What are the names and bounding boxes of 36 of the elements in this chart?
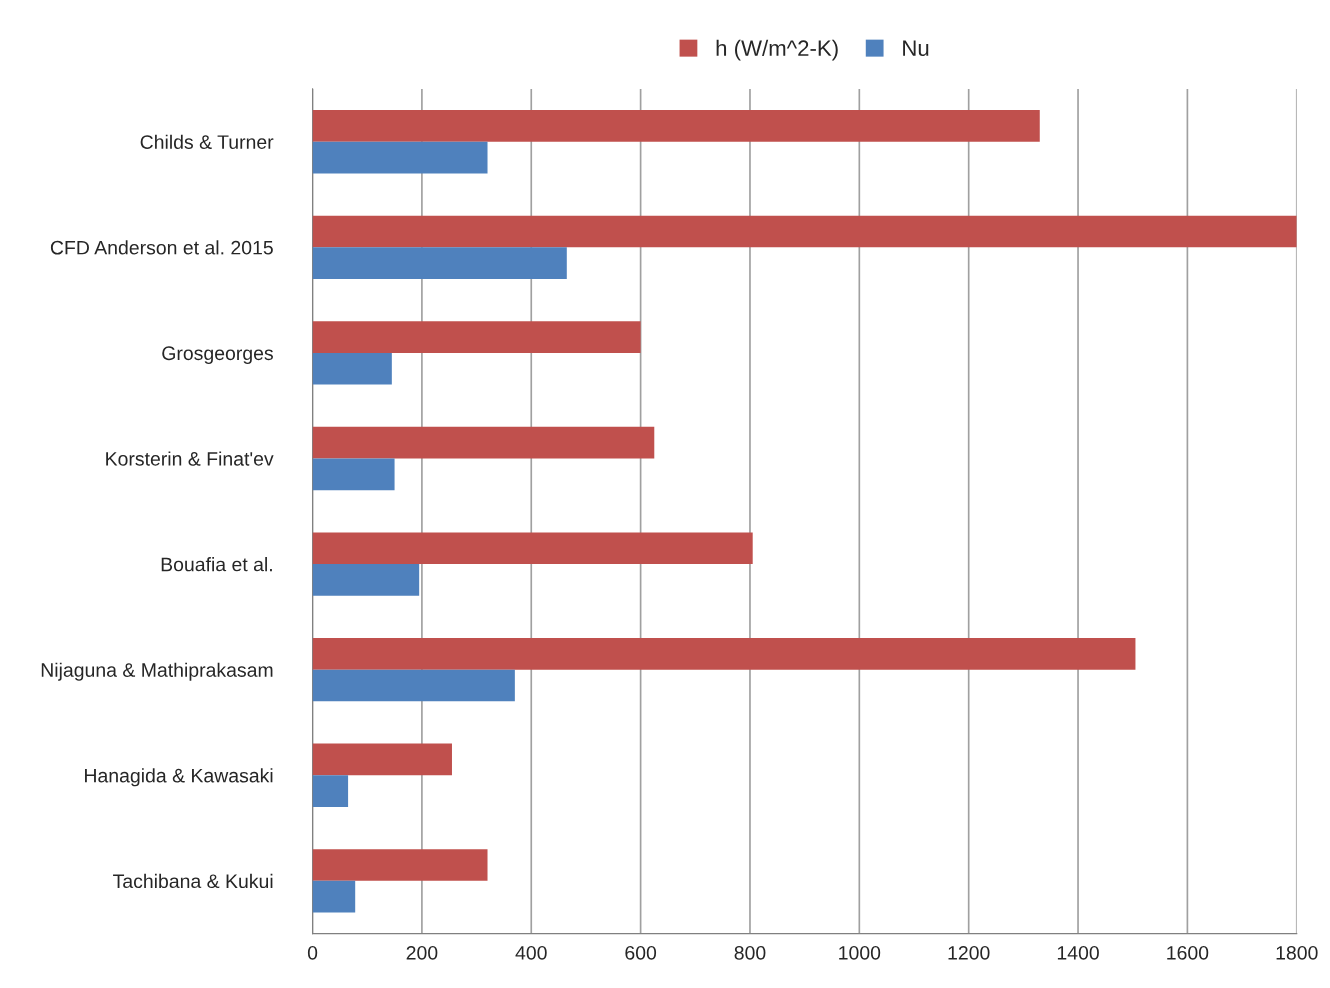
x-tick-label: 800 — [734, 945, 766, 960]
y-tick-label: Tachibana & Kukui — [113, 873, 273, 889]
bar — [312, 215, 1297, 248]
bar — [312, 110, 1040, 142]
x-tick-label: 0 — [307, 945, 318, 960]
y-tick-label: Grosgeorges — [162, 346, 273, 364]
x-tick-label: 600 — [625, 945, 657, 960]
bar — [312, 743, 452, 776]
bar — [312, 564, 420, 596]
legend-label: Nu — [903, 40, 929, 57]
bar — [312, 638, 1136, 670]
x-tick-label: 1400 — [1057, 945, 1099, 960]
x-tick-label: 1800 — [1276, 945, 1318, 960]
y-tick-label: Childs & Turner — [140, 134, 274, 149]
y-tick-label: Nijaguna & Mathiprakasam — [41, 662, 273, 681]
bar — [312, 321, 641, 353]
bar — [312, 880, 356, 913]
bar — [312, 669, 515, 702]
y-tick-label: Hanagida & Kawasaki — [85, 768, 273, 787]
y-tick-label: CFD Anderson et al. 2015 — [50, 240, 273, 255]
legend-label: h (W/m^2-K) — [716, 39, 838, 61]
bar — [312, 849, 488, 881]
bar — [312, 426, 655, 459]
bar — [312, 352, 392, 385]
bar — [312, 141, 488, 174]
bar — [312, 532, 753, 565]
x-tick-label: 1200 — [948, 945, 990, 960]
x-tick-label: 1000 — [839, 945, 881, 960]
y-tick-label: Bouafia et al. — [161, 557, 272, 572]
x-tick-label: 1600 — [1167, 945, 1209, 960]
y-tick-label: Korsterin & Finat'ev — [106, 451, 274, 466]
bar — [312, 247, 567, 279]
x-tick-label: 200 — [406, 945, 438, 960]
bar — [312, 775, 349, 807]
bar — [312, 458, 395, 491]
x-tick-label: 400 — [515, 945, 547, 960]
